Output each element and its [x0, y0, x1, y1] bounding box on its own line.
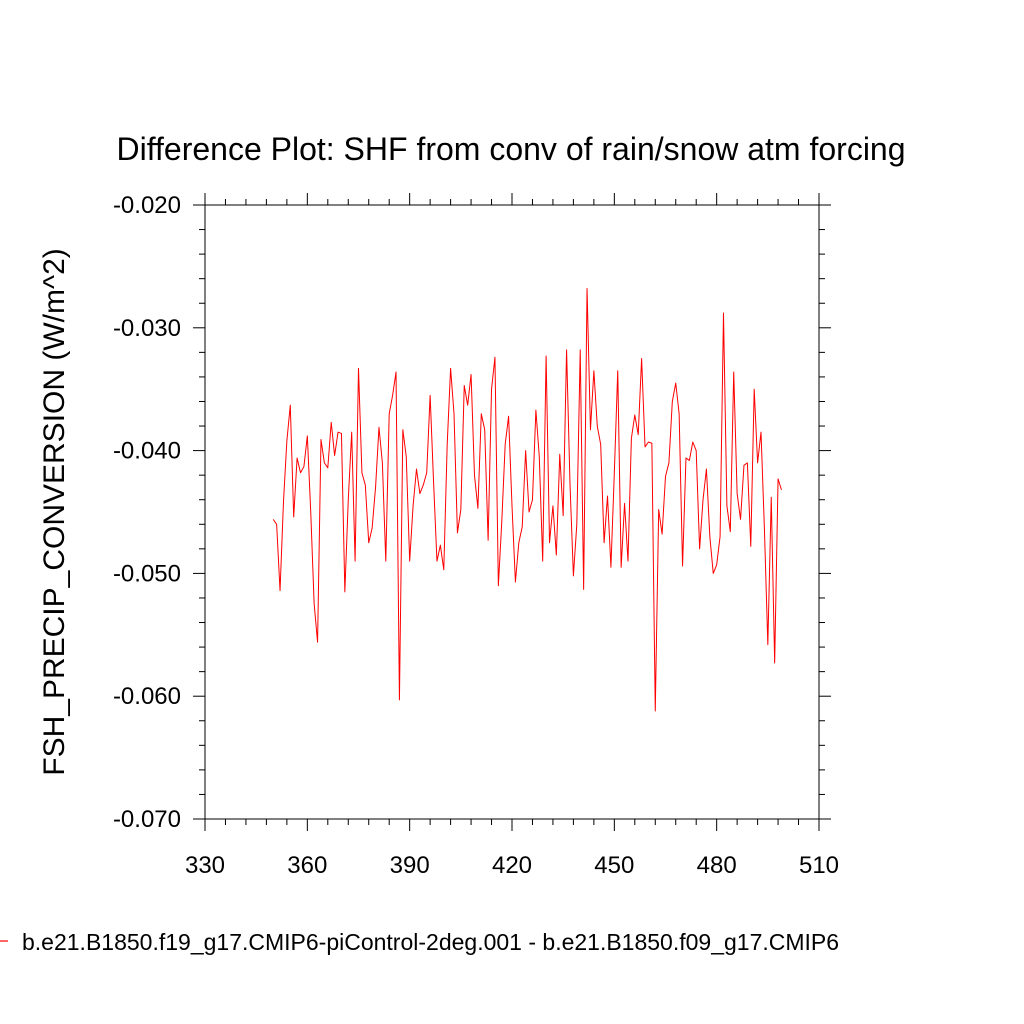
- x-tick-label: 510: [799, 852, 839, 879]
- x-tick-label: 480: [697, 852, 737, 879]
- legend-label: b.e21.B1850.f19_g17.CMIP6-piControl-2deg…: [22, 929, 839, 955]
- y-tick-label: -0.030: [113, 315, 181, 342]
- y-axis-tick-labels: -0.020 -0.030 -0.040 -0.050 -0.060 -0.070: [113, 192, 181, 833]
- y-tick-label: -0.040: [113, 438, 181, 465]
- legend: b.e21.B1850.f19_g17.CMIP6-piControl-2deg…: [0, 929, 839, 955]
- chart-title: Difference Plot: SHF from conv of rain/s…: [116, 131, 905, 167]
- x-tick-label: 360: [287, 852, 327, 879]
- x-tick-label: 390: [390, 852, 430, 879]
- y-tick-label: -0.050: [113, 560, 181, 587]
- x-tick-label: 420: [492, 852, 532, 879]
- x-axis-tick-labels: 330 360 390 420 450 480 510: [185, 852, 839, 879]
- y-axis-title: FSH_PRECIP_CONVERSION (W/m^2): [38, 248, 71, 775]
- x-tick-label: 450: [594, 852, 634, 879]
- y-tick-label: -0.070: [113, 806, 181, 833]
- axes: 330 360 390 420 450 480 510 -0.020 -0.030 -0.040…: [113, 192, 839, 879]
- x-tick-label: 330: [185, 852, 225, 879]
- y-tick-label: -0.020: [113, 192, 181, 219]
- y-axis-ticks: [193, 204, 831, 820]
- series-layer: [272, 288, 782, 712]
- series-line: [272, 288, 782, 712]
- x-axis-ticks: [204, 193, 820, 831]
- y-tick-label: -0.060: [113, 683, 181, 710]
